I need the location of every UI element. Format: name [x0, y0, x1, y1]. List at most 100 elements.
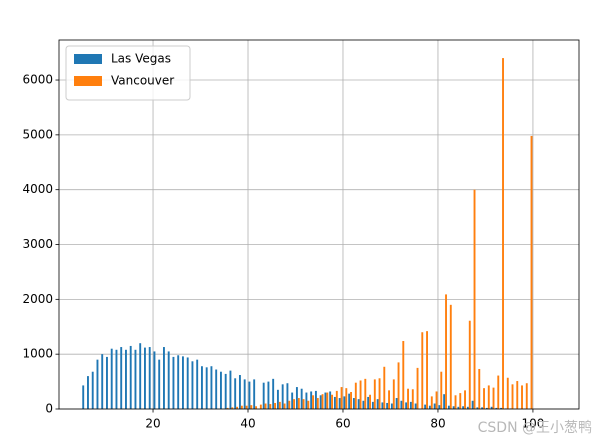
bar — [200, 366, 203, 409]
bar — [452, 406, 455, 409]
bar — [259, 404, 262, 409]
bar — [120, 347, 123, 409]
bar — [376, 399, 379, 409]
bar — [388, 390, 390, 409]
bar — [350, 392, 353, 409]
bar — [286, 383, 289, 409]
bar — [205, 367, 208, 409]
bar — [340, 387, 343, 409]
bar — [314, 390, 317, 409]
bar — [397, 362, 400, 409]
bar — [172, 356, 175, 409]
bar — [430, 396, 433, 409]
x-tick-label: 60 — [335, 417, 350, 431]
bar — [329, 391, 332, 409]
legend-label: Las Vegas — [111, 52, 171, 66]
y-tick-label: 0 — [45, 402, 53, 416]
bar — [297, 398, 300, 409]
bar — [253, 379, 256, 409]
bar — [262, 382, 265, 409]
bar — [110, 348, 113, 409]
bar — [321, 394, 324, 409]
bar — [300, 388, 303, 409]
x-tick-label: 40 — [240, 417, 255, 431]
bar — [91, 371, 94, 409]
bar — [400, 400, 403, 409]
bar — [106, 356, 108, 409]
y-tick-label: 1000 — [22, 347, 53, 361]
bar — [167, 351, 170, 409]
bar — [435, 391, 438, 409]
bar — [511, 384, 514, 409]
bar — [196, 359, 199, 409]
bar — [443, 394, 446, 409]
bar — [438, 405, 441, 409]
bar — [96, 359, 99, 409]
bar — [331, 394, 334, 409]
bar — [485, 407, 488, 409]
bar — [236, 406, 239, 409]
bar — [352, 398, 355, 409]
bar — [357, 399, 360, 409]
bar — [293, 399, 296, 409]
y-tick-label: 5000 — [22, 127, 53, 141]
bar — [181, 356, 184, 409]
bar — [459, 393, 462, 409]
bar — [362, 400, 365, 409]
bar — [283, 403, 286, 409]
bar — [390, 403, 393, 409]
x-tick-label: 100 — [521, 417, 544, 431]
bar — [291, 392, 294, 409]
bar — [348, 393, 351, 409]
bar — [369, 394, 371, 409]
bar — [447, 405, 450, 409]
bar — [243, 379, 246, 409]
bar — [338, 398, 341, 409]
bar — [215, 369, 218, 409]
bar — [492, 387, 495, 409]
y-tick-label: 6000 — [22, 73, 53, 87]
bar — [148, 347, 151, 409]
bar — [487, 385, 490, 409]
watermark: CSDN @王小葱鸭 — [478, 420, 592, 436]
bar — [364, 378, 367, 409]
bar — [440, 371, 443, 409]
bar — [500, 407, 503, 409]
bar — [462, 406, 465, 409]
bar — [267, 381, 270, 409]
bar — [490, 406, 493, 409]
bar — [454, 395, 457, 409]
bar — [428, 405, 431, 409]
bar — [163, 347, 165, 409]
bar — [525, 383, 528, 409]
y-tick-label: 3000 — [22, 237, 53, 251]
bar — [424, 404, 427, 409]
bar — [274, 402, 277, 409]
bar — [516, 381, 519, 409]
bar — [319, 395, 322, 409]
legend-label: Vancouver — [111, 74, 174, 88]
bar — [191, 361, 194, 409]
bar — [238, 375, 241, 409]
bar — [478, 368, 481, 409]
bar — [449, 304, 452, 409]
bar — [177, 355, 180, 409]
bar — [405, 402, 408, 409]
bar — [276, 389, 279, 409]
bar — [506, 377, 509, 409]
bar — [307, 400, 310, 409]
bar — [468, 320, 471, 409]
bar — [421, 332, 424, 409]
bar — [411, 389, 414, 409]
legend: Las Vegas Vancouver — [65, 45, 191, 101]
x-tick-label: 20 — [145, 417, 160, 431]
bar — [250, 405, 253, 409]
bar — [473, 189, 476, 409]
bar — [495, 407, 498, 409]
bar — [333, 396, 336, 409]
bar — [464, 390, 466, 409]
bar — [335, 390, 338, 409]
bar — [476, 407, 479, 409]
bar — [383, 366, 386, 409]
